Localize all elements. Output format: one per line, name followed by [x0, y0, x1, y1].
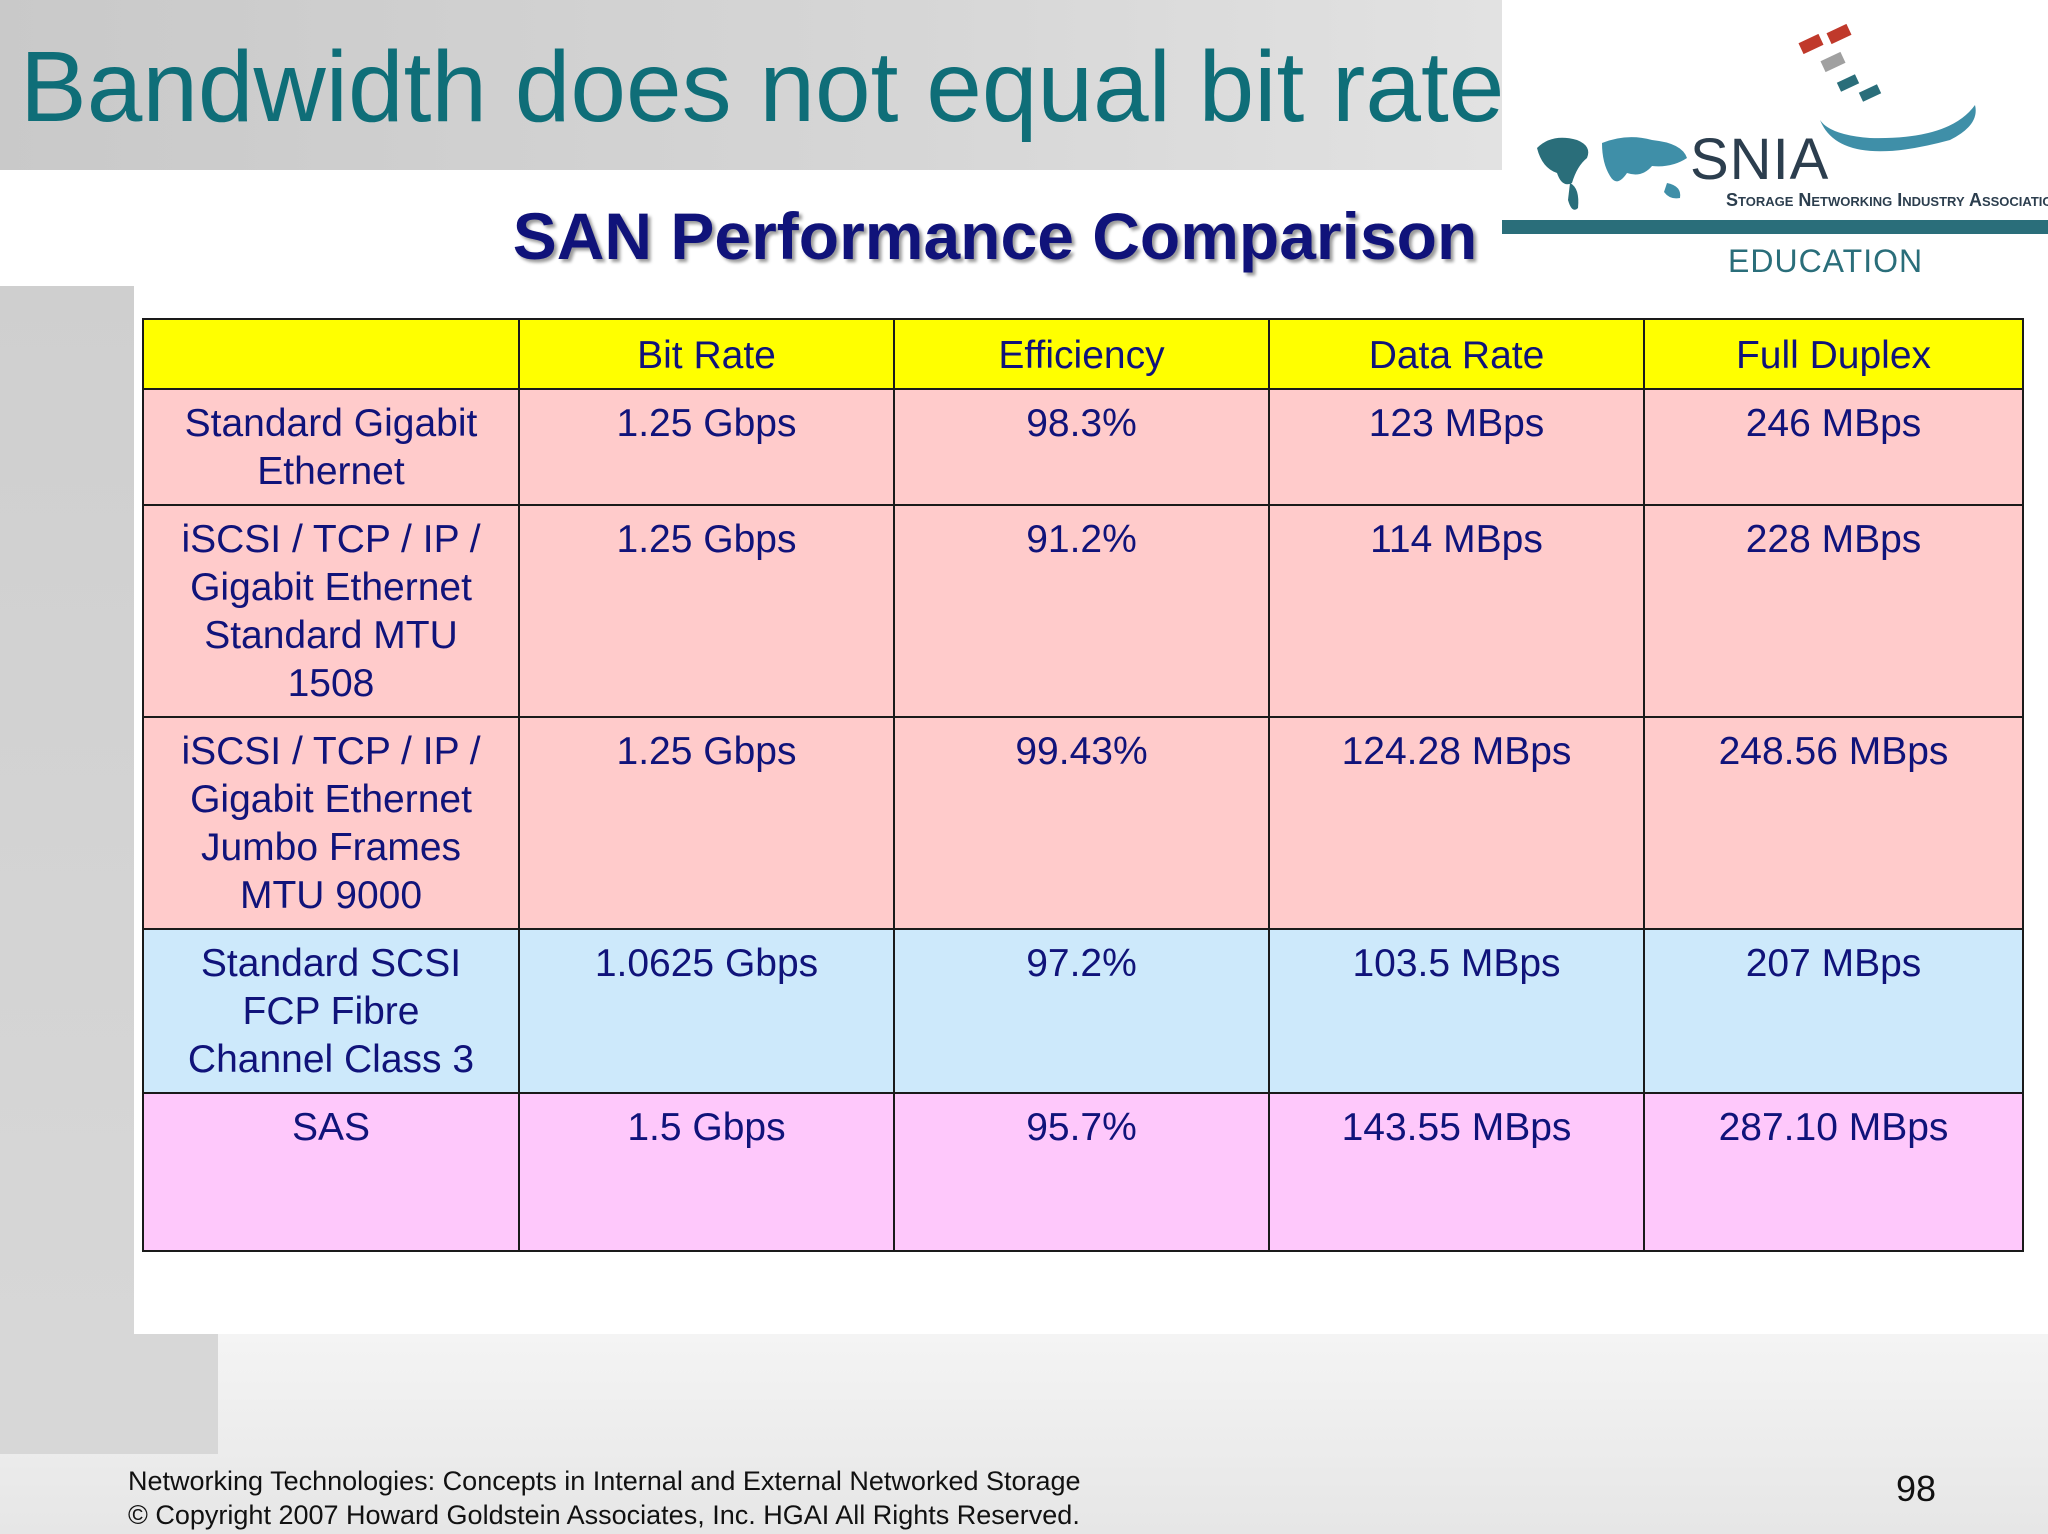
full-duplex-cell: 246 MBps: [1643, 388, 2024, 506]
table-heading: SAN Performance Comparison: [512, 199, 1478, 273]
table-row: iSCSI / TCP / IP / Gigabit Ethernet Stan…: [142, 504, 2024, 718]
logo-divider-bar: [1502, 220, 2048, 234]
table-row: iSCSI / TCP / IP / Gigabit Ethernet Jumb…: [142, 716, 2024, 930]
snia-logo: [1502, 14, 2048, 284]
title-band-background: [0, 0, 1502, 170]
footer-course-title: Networking Technologies: Concepts in Int…: [128, 1466, 1081, 1496]
row-label: iSCSI / TCP / IP / Gigabit Ethernet Jumb…: [142, 716, 520, 930]
bit-rate-cell: 1.25 Gbps: [518, 504, 895, 718]
left-band-background: [0, 286, 134, 1334]
world-map-icon: [1537, 137, 1687, 210]
logo-name: SNIA: [1690, 127, 1830, 192]
efficiency-cell: 98.3%: [893, 388, 1270, 506]
header-efficiency: Efficiency: [893, 318, 1270, 390]
row-label: SAS: [142, 1092, 520, 1252]
full-duplex-cell: 228 MBps: [1643, 504, 2024, 718]
bit-rate-cell: 1.25 Gbps: [518, 388, 895, 506]
data-rate-cell: 103.5 MBps: [1268, 928, 1645, 1094]
bit-rate-cell: 1.0625 Gbps: [518, 928, 895, 1094]
table-row: Standard SCSI FCP Fibre Channel Class 3 …: [142, 928, 2024, 1094]
data-rate-cell: 114 MBps: [1268, 504, 1645, 718]
table-header-row: Bit Rate Efficiency Data Rate Full Duple…: [142, 318, 2024, 390]
logo-tagline: EDUCATION: [1728, 243, 1924, 279]
san-performance-table: Bit Rate Efficiency Data Rate Full Duple…: [142, 318, 2024, 1252]
table-row: SAS 1.5 Gbps 95.7% 143.55 MBps 287.10 MB…: [142, 1092, 2024, 1252]
footer-copyright: © Copyright 2007 Howard Goldstein Associ…: [128, 1500, 1080, 1530]
data-rate-cell: 124.28 MBps: [1268, 716, 1645, 930]
full-duplex-cell: 287.10 MBps: [1643, 1092, 2024, 1252]
bit-rate-cell: 1.25 Gbps: [518, 716, 895, 930]
page-number: 98: [1896, 1468, 1937, 1509]
header-data-rate: Data Rate: [1268, 318, 1645, 390]
full-duplex-cell: 207 MBps: [1643, 928, 2024, 1094]
slide-title: Bandwidth does not equal bit rate: [20, 31, 1505, 143]
header-bit-rate: Bit Rate: [518, 318, 895, 390]
efficiency-cell: 95.7%: [893, 1092, 1270, 1252]
efficiency-cell: 91.2%: [893, 504, 1270, 718]
table-row: Standard Gigabit Ethernet 1.25 Gbps 98.3…: [142, 388, 2024, 506]
efficiency-cell: 99.43%: [893, 716, 1270, 930]
header-full-duplex: Full Duplex: [1643, 318, 2024, 390]
efficiency-cell: 97.2%: [893, 928, 1270, 1094]
row-label: iSCSI / TCP / IP / Gigabit Ethernet Stan…: [142, 504, 520, 718]
bottom-band-background: [0, 1334, 2048, 1534]
full-duplex-cell: 248.56 MBps: [1643, 716, 2024, 930]
bit-rate-cell: 1.5 Gbps: [518, 1092, 895, 1252]
data-rate-cell: 123 MBps: [1268, 388, 1645, 506]
left-lower-background: [0, 1334, 218, 1454]
logo-full-name: Storage Networking Industry Association: [1726, 190, 2048, 210]
data-rate-cell: 143.55 MBps: [1268, 1092, 1645, 1252]
row-label: Standard Gigabit Ethernet: [142, 388, 520, 506]
logo-swoosh-icon: [1798, 23, 1976, 152]
row-label: Standard SCSI FCP Fibre Channel Class 3: [142, 928, 520, 1094]
header-cell-empty: [142, 318, 520, 390]
